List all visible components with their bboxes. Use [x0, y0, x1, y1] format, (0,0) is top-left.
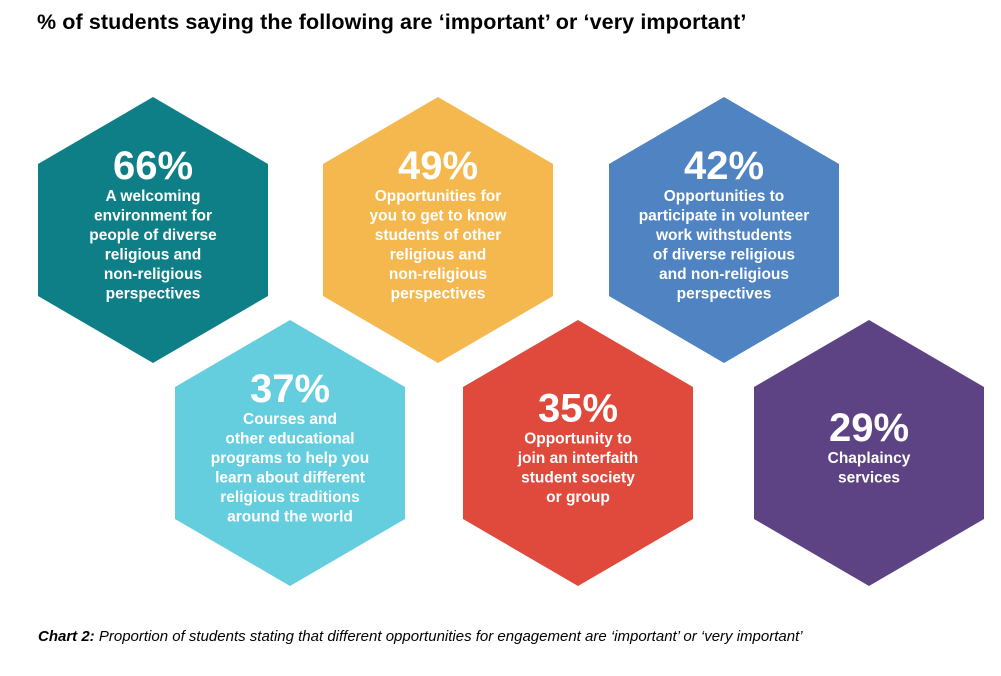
hexagon-item: 29%Chaplaincy services — [754, 320, 984, 586]
hexagon-description-line: Opportunities to — [664, 188, 785, 205]
hexagon-description-line: non-religious — [104, 266, 202, 283]
hexagon-shape — [754, 320, 984, 586]
hexagon-value: 66% — [113, 144, 193, 188]
hexagon-description-line: religious and — [390, 247, 486, 264]
hexagon-value: 37% — [250, 367, 330, 411]
hexagon-item: 42%Opportunities to participate in volunt… — [609, 97, 839, 363]
hexagon-description-line: work withstudents — [655, 227, 792, 244]
hexagon-description-line: Opportunity to — [524, 431, 632, 448]
hexagon-shape — [323, 97, 553, 363]
hexagon-value: 29% — [829, 406, 909, 450]
hexagon-item: 66%A welcoming environment for people of d… — [38, 97, 268, 363]
hexagon-description-line: participate in volunteer — [639, 208, 810, 225]
hexagon-shape — [609, 97, 839, 363]
hexagon-description-line: other educational — [225, 431, 354, 448]
hexagon-description-line: around the world — [227, 509, 353, 526]
hexagon-description-line: non-religious — [389, 266, 487, 283]
hexagon-description-line: services — [838, 470, 900, 487]
hexagon-description-line: perspectives — [677, 286, 772, 303]
hexagon-shape — [175, 320, 405, 586]
hexagon-item: 37%Courses and other educational programs … — [175, 320, 405, 586]
hexagon-description-line: people of diverse — [89, 227, 217, 244]
hexagon-description-line: A welcoming — [105, 188, 200, 205]
hexagon-description-line: student society — [521, 470, 635, 487]
hexagon-description-line: religious traditions — [220, 489, 360, 506]
hexagon-description-line: join an interfaith — [517, 450, 639, 467]
hexagon-shape — [38, 97, 268, 363]
caption-label: Chart 2: — [38, 628, 95, 645]
hexagon-description-line: students of other — [375, 227, 502, 244]
hexagon-description-line: programs to help you — [211, 450, 369, 467]
hexagon-description-line: or group — [546, 489, 610, 506]
chart-title: % of students saying the following are ‘… — [37, 10, 747, 34]
hexagon-description-line: religious and — [105, 247, 201, 264]
hexagon-value: 35% — [538, 387, 618, 431]
hexagon-description-line: and non-religious — [659, 266, 789, 283]
hexagon-description-line: learn about different — [215, 470, 365, 487]
hexagon-value: 49% — [398, 144, 478, 188]
chart-caption: Chart 2: Proportion of students stating … — [38, 628, 803, 645]
hexagon-description-line: perspectives — [106, 286, 201, 303]
hexagon-item: 35%Opportunity to join an interfaith stude… — [463, 320, 693, 586]
hexagon-description-line: Courses and — [243, 411, 337, 428]
hexagon-description-line: Opportunities for — [375, 188, 502, 205]
hexagon-value: 42% — [684, 144, 764, 188]
caption-text: Proportion of students stating that diff… — [98, 628, 803, 645]
hexagon-description-line: you to get to know — [370, 208, 508, 225]
hexagon-description-line: of diverse religious — [653, 247, 795, 264]
hexagon-shape — [463, 320, 693, 586]
hexagon-description-line: perspectives — [391, 286, 486, 303]
hexagon-description-line: environment for — [94, 208, 212, 225]
hexagon-item: 49%Opportunities for you to get to know st… — [323, 97, 553, 363]
hexagon-description-line: Chaplaincy — [828, 450, 911, 467]
